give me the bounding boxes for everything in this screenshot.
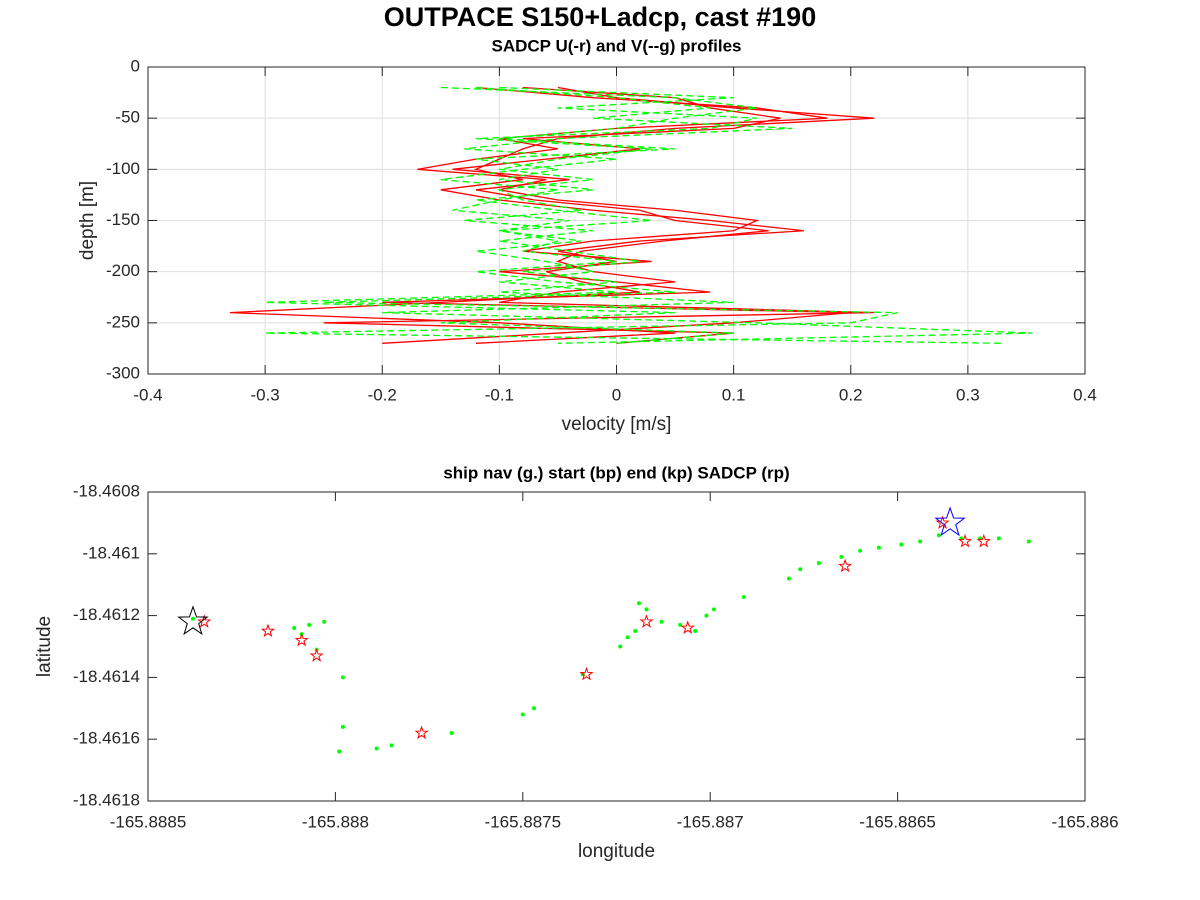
x-tick-label: -0.2	[368, 385, 397, 404]
nav-point	[633, 629, 638, 634]
chart-title: SADCP U(-r) and V(--g) profiles	[492, 36, 742, 55]
x-tick-label: -0.4	[133, 385, 162, 404]
y-tick-label: -250	[106, 312, 140, 331]
star-marker	[579, 666, 594, 681]
nav-point	[644, 607, 649, 612]
nav-point	[996, 536, 1001, 541]
y-tick-label: -300	[106, 363, 140, 382]
nav-point	[449, 731, 454, 736]
y-tick-label: -200	[106, 261, 140, 280]
y-tick-label: -100	[106, 159, 140, 178]
nav-point	[340, 675, 345, 680]
nav-point	[816, 561, 821, 566]
nav-point	[190, 616, 195, 621]
x-tick-label: -165.8875	[485, 812, 562, 831]
nav-point	[389, 743, 394, 748]
star-marker	[309, 648, 324, 662]
y-tick-label: 0	[131, 56, 140, 75]
y-tick-label: -18.4614	[73, 667, 140, 686]
nav-point	[618, 644, 623, 649]
nav-point	[292, 625, 297, 630]
x-axis-label: velocity [m/s]	[562, 414, 672, 435]
y-tick-label: -18.4608	[73, 481, 140, 500]
nav-point	[340, 724, 345, 729]
profile-line	[229, 86, 875, 344]
x-tick-label: -0.3	[250, 385, 279, 404]
nav-point	[876, 545, 881, 550]
star-marker	[976, 533, 991, 548]
x-tick-label: 0.1	[722, 385, 746, 404]
star-marker	[260, 623, 276, 638]
figure-title: OUTPACE S150+Ladcp, cast #190	[384, 2, 816, 32]
axes-box	[147, 491, 1086, 802]
x-tick-label: 0.3	[956, 385, 980, 404]
axes-box	[147, 66, 1086, 375]
x-axis-label: longitude	[578, 841, 655, 862]
nav-point	[337, 749, 342, 754]
x-tick-label: 0	[612, 385, 621, 404]
x-tick-label: 0.2	[839, 385, 863, 404]
nav-point	[741, 595, 746, 600]
nav-point	[659, 619, 664, 624]
star-marker	[957, 533, 973, 548]
y-tick-label: -50	[115, 108, 140, 127]
star-marker	[414, 725, 429, 740]
y-axis-label: depth [m]	[77, 181, 98, 260]
star-marker	[197, 614, 212, 628]
x-tick-label: -165.886	[1051, 812, 1118, 831]
profile-line	[265, 86, 793, 344]
star-marker	[680, 620, 695, 635]
profile-line	[323, 86, 875, 344]
x-tick-label: -165.888	[302, 812, 369, 831]
nav-point	[520, 712, 525, 717]
nav-point	[636, 601, 641, 606]
nav-point	[693, 629, 698, 634]
star-marker	[639, 614, 654, 628]
y-tick-label: -150	[106, 210, 140, 229]
star-marker	[934, 506, 966, 537]
nav-point	[1026, 539, 1031, 544]
star-marker	[935, 515, 950, 529]
x-tick-label: -165.8885	[110, 812, 187, 831]
nav-point	[798, 567, 803, 572]
y-tick-label: -18.4618	[73, 790, 140, 809]
nav-point	[899, 542, 904, 547]
star-marker	[177, 605, 209, 636]
x-tick-label: -165.8865	[859, 812, 936, 831]
x-tick-label: -0.1	[485, 385, 514, 404]
y-tick-label: -18.4616	[73, 729, 140, 748]
nav-point	[374, 746, 379, 751]
nav-point	[711, 607, 716, 612]
nav-point	[839, 554, 844, 559]
nav-point	[918, 539, 923, 544]
y-axis-label: latitude	[34, 616, 55, 677]
nav-point	[858, 548, 863, 553]
nav-point	[704, 613, 709, 618]
profile-line	[382, 86, 1033, 344]
nav-point	[532, 706, 537, 711]
star-marker	[294, 632, 309, 647]
nav-point	[322, 619, 327, 624]
x-tick-label: -165.887	[677, 812, 744, 831]
nav-point	[936, 533, 941, 538]
nav-point	[307, 622, 312, 627]
star-marker	[837, 558, 853, 573]
chart-title: ship nav (g.) start (bp) end (kp) SADCP …	[443, 463, 789, 482]
y-tick-label: -18.4612	[73, 605, 140, 624]
nav-point	[625, 635, 630, 640]
x-tick-label: 0.4	[1073, 385, 1097, 404]
plot-area	[148, 492, 1085, 801]
profile-line	[265, 86, 1004, 344]
nav-point	[786, 576, 791, 581]
y-tick-label: -18.461	[82, 543, 140, 562]
